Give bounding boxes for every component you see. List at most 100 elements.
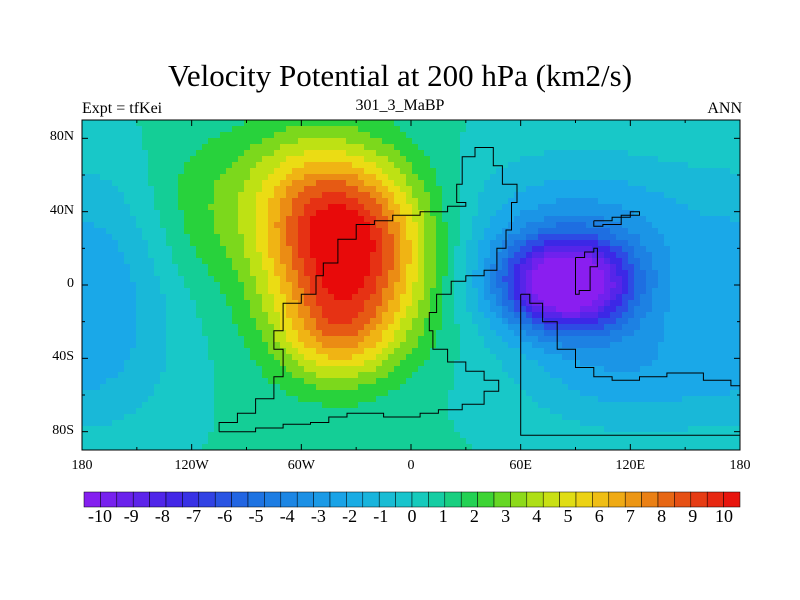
field-cell — [274, 192, 281, 199]
field-cell — [568, 402, 575, 409]
field-cell — [268, 246, 275, 253]
field-cell — [496, 180, 503, 187]
field-cell — [184, 348, 191, 355]
field-cell — [118, 198, 125, 205]
field-cell — [322, 204, 329, 211]
field-cell — [502, 246, 509, 253]
field-cell — [418, 132, 425, 139]
field-cell — [412, 336, 419, 343]
field-cell — [82, 366, 89, 373]
field-cell — [202, 420, 209, 427]
field-cell — [82, 306, 89, 313]
field-cell — [376, 192, 383, 199]
field-cell — [322, 378, 329, 385]
field-cell — [268, 162, 275, 169]
field-cell — [292, 246, 299, 253]
field-cell — [286, 336, 293, 343]
field-cell — [436, 210, 443, 217]
field-cell — [430, 156, 437, 163]
field-cell — [346, 222, 353, 229]
field-cell — [280, 444, 287, 450]
field-cell — [238, 438, 245, 445]
field-cell — [598, 252, 605, 259]
field-cell — [616, 402, 623, 409]
field-cell — [352, 420, 359, 427]
field-cell — [256, 264, 263, 271]
field-cell — [490, 126, 497, 133]
field-cell — [598, 438, 605, 445]
field-cell — [274, 258, 281, 265]
field-cell — [580, 336, 587, 343]
field-cell — [406, 240, 413, 247]
field-cell — [238, 264, 245, 271]
field-cell — [142, 294, 149, 301]
field-cell — [226, 294, 233, 301]
field-cell — [358, 444, 365, 450]
field-cell — [442, 276, 449, 283]
field-cell — [502, 240, 509, 247]
field-cell — [202, 348, 209, 355]
field-cell — [418, 414, 425, 421]
field-cell — [472, 198, 479, 205]
field-cell — [100, 366, 107, 373]
field-cell — [280, 294, 287, 301]
field-cell — [190, 324, 197, 331]
field-cell — [148, 192, 155, 199]
field-cell — [598, 186, 605, 193]
field-cell — [514, 150, 521, 157]
field-cell — [208, 210, 215, 217]
field-cell — [220, 180, 227, 187]
field-cell — [496, 366, 503, 373]
field-cell — [160, 234, 167, 241]
field-cell — [448, 336, 455, 343]
field-cell — [106, 282, 113, 289]
field-cell — [94, 354, 101, 361]
field-cell — [106, 126, 113, 133]
field-cell — [604, 276, 611, 283]
field-cell — [100, 396, 107, 403]
field-cell — [166, 318, 173, 325]
field-cell — [592, 264, 599, 271]
field-cell — [448, 240, 455, 247]
field-cell — [352, 324, 359, 331]
field-cell — [352, 402, 359, 409]
field-cell — [316, 390, 323, 397]
field-cell — [442, 180, 449, 187]
field-cell — [604, 162, 611, 169]
field-cell — [310, 180, 317, 187]
field-cell — [364, 174, 371, 181]
field-cell — [112, 126, 119, 133]
field-cell — [436, 318, 443, 325]
field-cell — [256, 396, 263, 403]
field-cell — [568, 444, 575, 450]
field-cell — [214, 246, 221, 253]
field-cell — [220, 258, 227, 265]
field-cell — [370, 186, 377, 193]
field-cell — [418, 402, 425, 409]
field-cell — [352, 378, 359, 385]
field-cell — [124, 198, 131, 205]
field-cell — [256, 336, 263, 343]
field-cell — [208, 222, 215, 229]
field-cell — [286, 216, 293, 223]
field-cell — [202, 312, 209, 319]
field-cell — [424, 246, 431, 253]
field-cell — [514, 204, 521, 211]
field-cell — [346, 210, 353, 217]
field-cell — [304, 162, 311, 169]
field-cell — [388, 138, 395, 145]
field-cell — [448, 306, 455, 313]
field-cell — [538, 228, 545, 235]
field-cell — [250, 426, 257, 433]
field-cell — [244, 414, 251, 421]
field-cell — [352, 216, 359, 223]
field-cell — [424, 390, 431, 397]
field-cell — [292, 306, 299, 313]
field-cell — [430, 180, 437, 187]
field-cell — [508, 246, 515, 253]
field-cell — [142, 414, 149, 421]
field-cell — [94, 204, 101, 211]
field-cell — [208, 288, 215, 295]
field-cell — [580, 162, 587, 169]
field-cell — [610, 318, 617, 325]
